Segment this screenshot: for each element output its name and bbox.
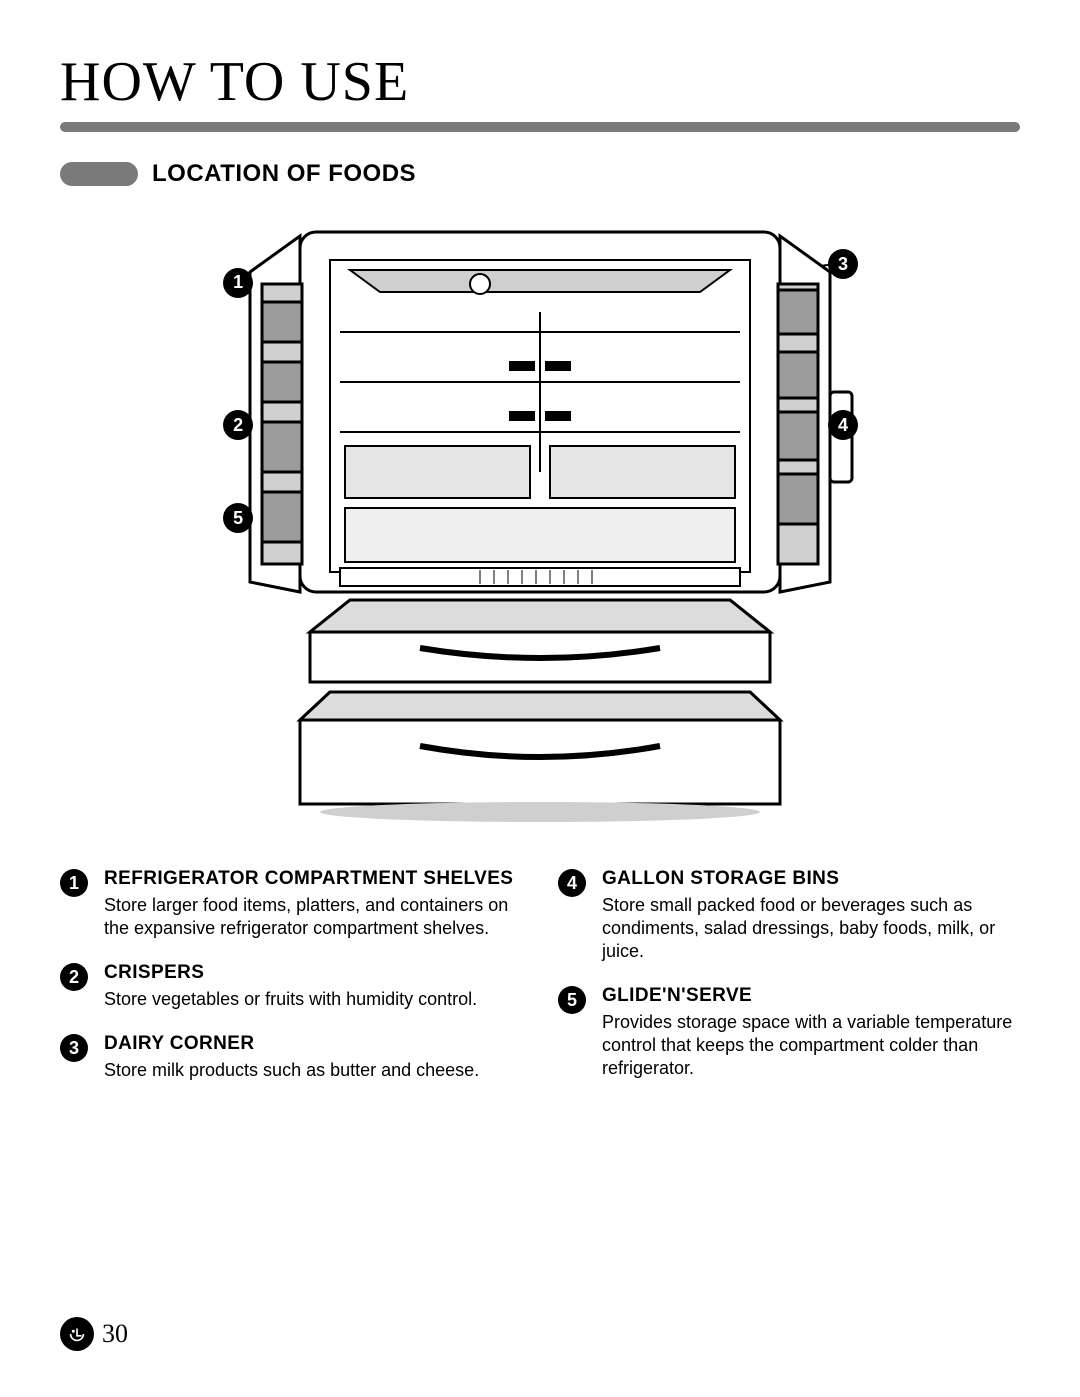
refrigerator-diagram: 1 2 5 3 4: [180, 212, 900, 832]
legend-title-1: REFRIGERATOR COMPARTMENT SHELVES: [104, 868, 522, 890]
legend-col-left: 1 REFRIGERATOR COMPARTMENT SHELVES Store…: [60, 868, 522, 1082]
legend-item-2: 2 CRISPERS Store vegetables or fruits wi…: [60, 962, 522, 1011]
lg-logo-icon: [60, 1317, 94, 1351]
diagram-container: 1 2 5 3 4: [60, 212, 1020, 832]
legend-num-3: 3: [60, 1034, 88, 1062]
section-pill-icon: [60, 162, 138, 186]
section-header: LOCATION OF FOODS: [60, 160, 1020, 188]
legend-col-right: 4 GALLON STORAGE BINS Store small packed…: [558, 868, 1020, 1082]
legend-body-2: Store vegetables or fruits with humidity…: [104, 988, 522, 1011]
title-divider: [60, 122, 1020, 132]
page-title: HOW TO USE: [60, 50, 1020, 114]
legend-item-5: 5 GLIDE'N'SERVE Provides storage space w…: [558, 985, 1020, 1080]
legend-title-2: CRISPERS: [104, 962, 522, 984]
callout-dot-3: 3: [828, 249, 858, 279]
section-title: LOCATION OF FOODS: [152, 160, 416, 188]
legend-body-3: Store milk products such as butter and c…: [104, 1059, 522, 1082]
callout-dot-1: 1: [223, 268, 253, 298]
legend-item-3: 3 DAIRY CORNER Store milk products such …: [60, 1033, 522, 1082]
legend-title-4: GALLON STORAGE BINS: [602, 868, 1020, 890]
legend-item-1: 1 REFRIGERATOR COMPARTMENT SHELVES Store…: [60, 868, 522, 940]
legend-body-1: Store larger food items, platters, and c…: [104, 894, 522, 940]
legend-body-5: Provides storage space with a variable t…: [602, 1011, 1020, 1080]
legend-title-3: DAIRY CORNER: [104, 1033, 522, 1055]
fridge-svg: [180, 212, 900, 832]
legend-num-4: 4: [558, 869, 586, 897]
page-number: 30: [102, 1319, 128, 1349]
page-footer: 30: [60, 1317, 128, 1351]
legend-num-1: 1: [60, 869, 88, 897]
legend-title-5: GLIDE'N'SERVE: [602, 985, 1020, 1007]
legend-item-4: 4 GALLON STORAGE BINS Store small packed…: [558, 868, 1020, 963]
legend-num-5: 5: [558, 986, 586, 1014]
legend-body-4: Store small packed food or beverages suc…: [602, 894, 1020, 963]
legend-grid: 1 REFRIGERATOR COMPARTMENT SHELVES Store…: [60, 868, 1020, 1082]
legend-num-2: 2: [60, 963, 88, 991]
